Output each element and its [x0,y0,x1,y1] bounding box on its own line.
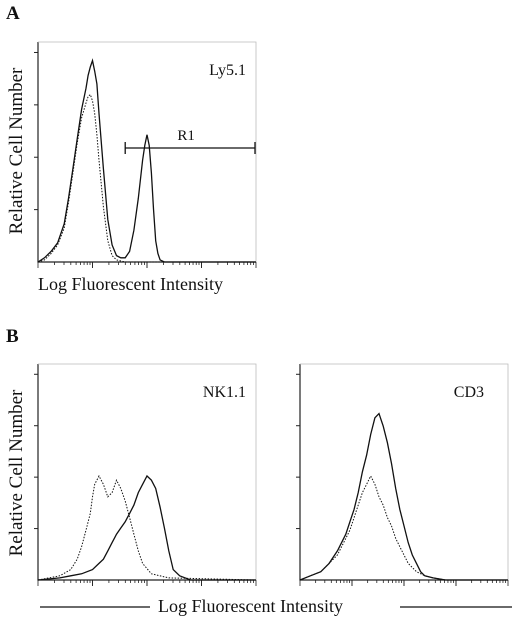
panel-b-letter: B [6,326,19,347]
chart-1-solid-histogram [37,58,256,263]
panel-a-letter: A [6,3,20,24]
chart-2-frame [38,363,257,580]
chart-2-solid-histogram [37,474,256,581]
panel-a-x-axis-label: Log Fluorescent Intensity [38,274,223,294]
chart-3-solid-histogram [299,412,508,581]
chart-3-title: CD3 [454,384,484,401]
chart-1-title: Ly5.1 [209,62,246,79]
chart-2-dotted-histogram [37,474,257,581]
chart-3-dotted-histogram [299,474,508,581]
chart-1-frame [38,41,257,262]
chart-1-dotted-histogram [37,93,256,263]
panel-b-x-axis-label: Log Fluorescent Intensity [158,596,343,616]
chart-3-frame [300,363,509,580]
chart-2-title: NK1.1 [203,384,246,401]
chart-1-gate-label: R1 [177,128,195,144]
